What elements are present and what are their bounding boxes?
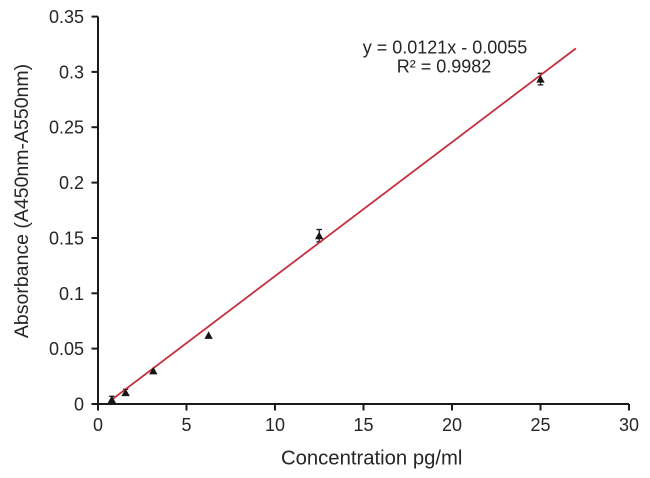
svg-text:0: 0 [74,395,84,415]
svg-text:0.2: 0.2 [59,173,84,193]
svg-text:R² = 0.9982: R² = 0.9982 [397,57,492,77]
svg-text:Absorbance (A450nm-A550nm): Absorbance (A450nm-A550nm) [11,64,33,338]
svg-text:5: 5 [181,415,191,435]
svg-text:25: 25 [530,415,550,435]
svg-text:20: 20 [442,415,462,435]
svg-text:0.15: 0.15 [49,229,84,249]
svg-text:0.3: 0.3 [59,62,84,82]
svg-text:0.25: 0.25 [49,118,84,138]
svg-text:30: 30 [619,415,639,435]
svg-text:0.1: 0.1 [59,284,84,304]
svg-text:15: 15 [353,415,373,435]
svg-text:0: 0 [93,415,103,435]
svg-text:0.35: 0.35 [49,7,84,27]
svg-text:0.05: 0.05 [49,339,84,359]
svg-text:Concentration pg/ml: Concentration pg/ml [281,448,463,470]
svg-text:10: 10 [265,415,285,435]
svg-text:y = 0.0121x - 0.0055: y = 0.0121x - 0.0055 [363,38,528,58]
